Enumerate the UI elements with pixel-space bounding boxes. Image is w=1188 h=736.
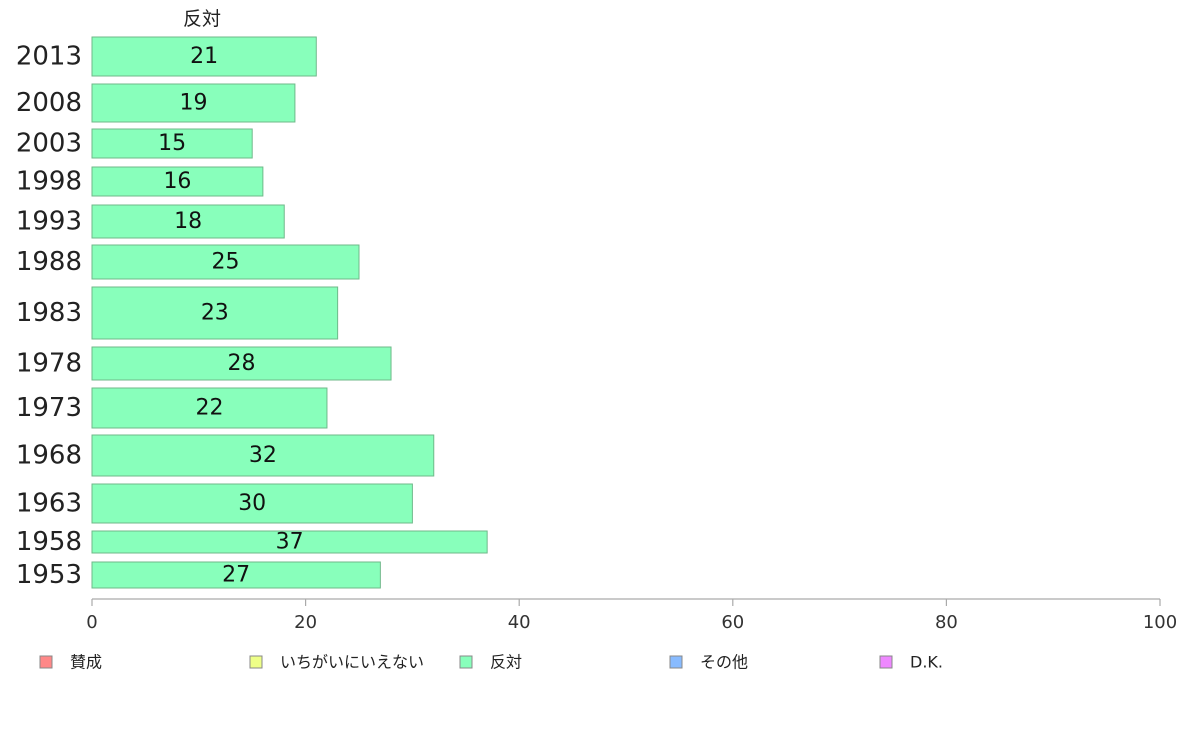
legend-label: その他: [700, 653, 748, 672]
bar-value-label: 15: [158, 131, 186, 156]
category-label: 1998: [16, 167, 82, 197]
bar-value-label: 22: [195, 396, 223, 421]
bar: [91, 346, 392, 381]
bar: [91, 128, 253, 159]
x-tick-label: 20: [294, 612, 317, 633]
legend-label: D.K.: [910, 653, 943, 672]
legend-label: いちがいにいえない: [280, 653, 424, 672]
bar: [91, 166, 264, 197]
x-tick-label: 0: [86, 612, 97, 633]
x-tick-label: 80: [935, 612, 958, 633]
bar-value-label: 37: [276, 530, 304, 555]
category-label: 1958: [16, 527, 82, 557]
category-label: 1978: [16, 349, 82, 379]
category-label: 1983: [16, 298, 82, 328]
legend-swatch: [249, 655, 263, 669]
category-label: 2008: [16, 88, 82, 118]
bar-value-label: 18: [174, 209, 202, 234]
category-label: 1988: [16, 247, 82, 277]
bar-value-label: 32: [249, 443, 277, 468]
x-tick-label: 60: [721, 612, 744, 633]
bar: [91, 561, 381, 589]
bar: [91, 483, 413, 524]
category-label: 1968: [16, 441, 82, 471]
x-tick-label: 40: [508, 612, 531, 633]
bars-group: 2013 21 2008 19 2003 15 1998 16 1993 18 1988 25 1983…: [16, 36, 488, 590]
bar-value-label: 19: [179, 91, 207, 116]
bar-value-label: 21: [190, 44, 218, 69]
bar-value-label: 23: [201, 301, 229, 326]
bar: [91, 36, 317, 77]
legend-swatch: [879, 655, 893, 669]
legend: 賛成 いちがいにいえない 反対 その他 D.K.: [39, 653, 943, 672]
column-title: 反対: [183, 8, 221, 30]
bar: [91, 244, 360, 280]
x-axis: 0 20 40 60 80 100: [86, 598, 1177, 633]
legend-swatch: [669, 655, 683, 669]
bar-value-label: 28: [228, 351, 256, 376]
bar: [91, 387, 328, 429]
category-label: 1993: [16, 207, 82, 237]
bar: [91, 286, 339, 340]
bar: [91, 434, 435, 477]
bar: [91, 530, 488, 554]
category-label: 1963: [16, 489, 82, 519]
bar-value-label: 30: [238, 491, 266, 516]
bar-value-label: 16: [163, 169, 191, 194]
legend-label: 賛成: [70, 653, 102, 672]
bar-value-label: 27: [222, 563, 250, 588]
bar: [91, 83, 296, 123]
bar: [91, 204, 285, 239]
x-tick-label: 100: [1143, 612, 1177, 633]
bar-value-label: 25: [212, 250, 240, 275]
category-label: 1973: [16, 393, 82, 423]
category-label: 1953: [16, 560, 82, 590]
legend-swatch: [459, 655, 473, 669]
category-label: 2013: [16, 42, 82, 72]
category-label: 2003: [16, 129, 82, 159]
legend-swatch: [39, 655, 53, 669]
legend-label: 反対: [490, 653, 522, 672]
